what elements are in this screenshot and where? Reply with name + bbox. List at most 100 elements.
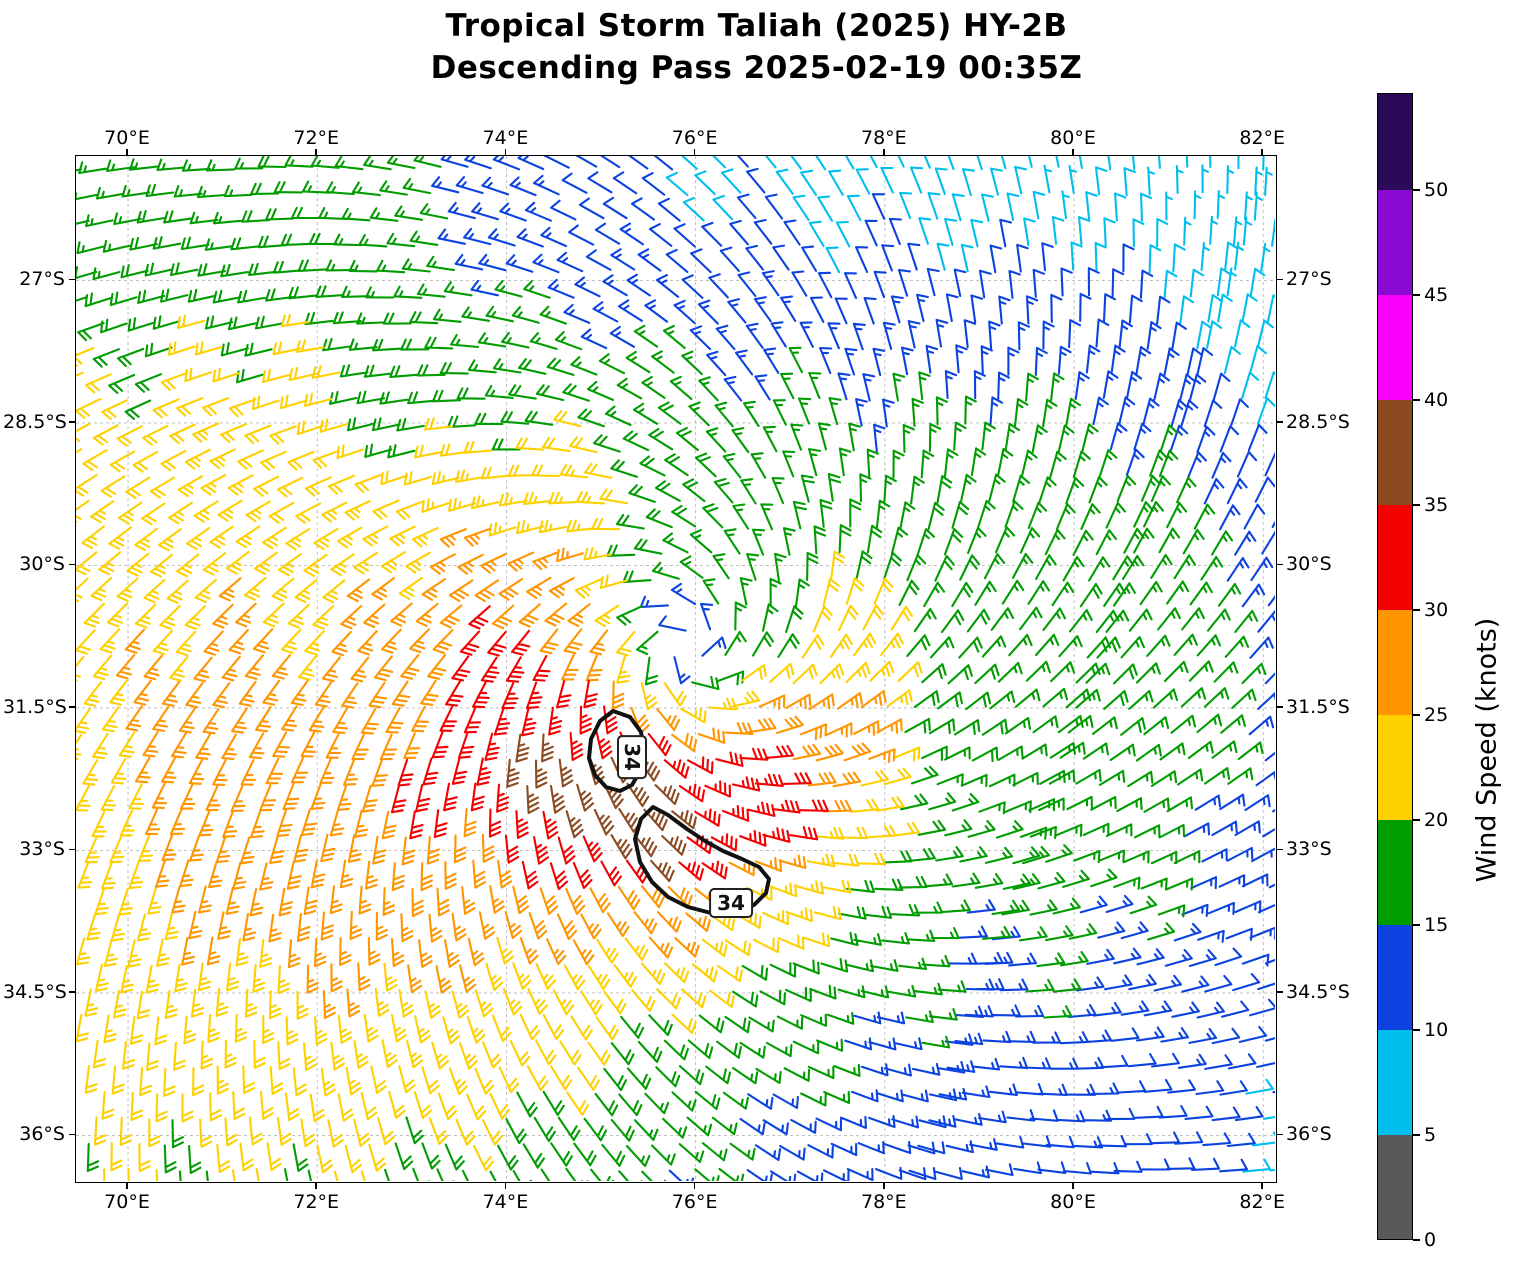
contour-label-34kt: 34 <box>617 735 647 779</box>
x-tick-mark <box>1072 1183 1074 1189</box>
y-tick-label: 28.5°S <box>1286 410 1350 433</box>
colorbar-tick-label: 40 <box>1424 389 1449 411</box>
colorbar-tick-label: 5 <box>1424 1124 1437 1146</box>
x-tick-label: 70°E <box>104 1191 150 1213</box>
x-tick-mark <box>315 1183 318 1189</box>
colorbar-tick-label: 35 <box>1424 494 1449 516</box>
colorbar-tick-label: 10 <box>1424 1019 1449 1041</box>
colorbar-segment-40-45kt <box>1377 295 1413 400</box>
x-tick-mark <box>1072 149 1074 155</box>
colorbar-tick-mark <box>1413 924 1420 926</box>
wind-barbs-bin-25-30kt <box>115 527 903 1019</box>
wind-barbs-bin-30-35kt <box>390 605 829 891</box>
colorbar-tick-mark <box>1413 819 1420 821</box>
y-tick-label: 30°S <box>1286 553 1332 576</box>
colorbar-segment-35-40kt <box>1377 400 1413 505</box>
y-tick-label: 31.5°S <box>1286 695 1350 718</box>
x-tick-label: 74°E <box>482 1191 529 1213</box>
y-tick-label: 33°S <box>1286 838 1332 861</box>
y-tick-mark <box>1277 991 1283 993</box>
x-tick-label: 78°E <box>860 1191 907 1213</box>
colorbar-tick-label: 30 <box>1424 599 1449 621</box>
x-tick-mark <box>1261 149 1264 155</box>
y-tick-label: 36°S <box>19 1123 65 1146</box>
y-tick-mark <box>69 1133 75 1136</box>
x-tick-label: 76°E <box>671 127 718 149</box>
x-tick-label: 82°E <box>1239 127 1286 149</box>
colorbar-segment-10-15kt <box>1377 925 1413 1030</box>
x-tick-mark <box>693 1183 696 1189</box>
colorbar-segment-15-20kt <box>1377 820 1413 925</box>
colorbar-tick-mark <box>1413 609 1420 611</box>
y-tick-label: 36°S <box>1286 1123 1332 1146</box>
y-tick-mark <box>1277 848 1283 851</box>
wind-barbs-bin-15-20kt <box>76 156 1267 1181</box>
x-tick-mark <box>504 1183 507 1189</box>
wind-barbs-bin-20-25kt <box>76 313 923 1181</box>
x-tick-mark <box>504 149 507 155</box>
y-tick-mark <box>1277 421 1283 423</box>
barb-layer <box>76 156 1275 1181</box>
wind-radius-34kt-contour <box>633 805 771 915</box>
colorbar-tick-label: 20 <box>1424 809 1449 831</box>
y-tick-mark <box>69 563 75 566</box>
colorbar-tick-mark <box>1413 1029 1420 1031</box>
y-tick-mark <box>69 848 75 851</box>
colorbar-tick-label: 45 <box>1424 284 1449 306</box>
x-tick-label: 80°E <box>1050 127 1096 149</box>
chart-title-line2: Descending Pass 2025-02-19 00:35Z <box>430 50 1083 86</box>
colorbar-tick-mark <box>1413 504 1420 506</box>
plot-area <box>75 155 1277 1183</box>
x-tick-label: 70°E <box>104 127 150 149</box>
x-tick-label: 74°E <box>482 127 529 149</box>
y-tick-label: 34.5°S <box>1286 980 1350 1003</box>
contour-label-34kt: 34 <box>709 888 753 918</box>
colorbar-tick-label: 50 <box>1424 179 1449 201</box>
wind-barbs-bin-5-10kt <box>665 156 1275 1173</box>
x-tick-mark <box>126 1183 128 1189</box>
colorbar-segment-5-10kt <box>1377 1030 1413 1135</box>
y-tick-mark <box>69 706 75 708</box>
colorbar-segment-30-35kt <box>1377 505 1413 610</box>
x-tick-mark <box>883 1183 885 1189</box>
colorbar-tick-mark <box>1413 1239 1420 1241</box>
x-tick-label: 76°E <box>671 1191 718 1213</box>
colorbar-tick-mark <box>1413 399 1420 401</box>
x-tick-mark <box>315 149 318 155</box>
y-tick-label: 31.5°S <box>3 695 67 718</box>
wind-radius-34kt-contour <box>587 709 646 793</box>
x-tick-label: 78°E <box>860 127 907 149</box>
x-tick-label: 72°E <box>293 1191 340 1213</box>
colorbar-axis-label: Wind Speed (knots) <box>1471 617 1503 883</box>
x-tick-label: 72°E <box>293 127 340 149</box>
colorbar-tick-mark <box>1413 1134 1420 1136</box>
x-tick-mark <box>1261 1183 1264 1189</box>
y-tick-label: 28.5°S <box>3 410 67 433</box>
y-tick-label: 30°S <box>19 553 65 576</box>
colorbar-tick-label: 15 <box>1424 914 1449 936</box>
y-tick-label: 27°S <box>1286 268 1332 291</box>
x-tick-mark <box>883 149 885 155</box>
colorbar-segment-0-5kt <box>1377 1135 1413 1240</box>
y-tick-mark <box>69 278 75 281</box>
colorbar-tick-mark <box>1413 714 1420 716</box>
y-tick-mark <box>1277 1133 1283 1136</box>
colorbar-segment-45-50kt <box>1377 190 1413 295</box>
colorbar-tick-label: 0 <box>1424 1229 1437 1251</box>
colorbar-tick-mark <box>1413 189 1420 191</box>
colorbar-segment-20-25kt <box>1377 715 1413 820</box>
colorbar-segment-50-54.7kt <box>1377 93 1413 190</box>
colorbar-tick-label: 25 <box>1424 704 1449 726</box>
y-tick-mark <box>1277 706 1283 708</box>
x-tick-mark <box>693 149 696 155</box>
y-tick-mark <box>69 991 75 993</box>
colorbar-segment-25-30kt <box>1377 610 1413 715</box>
chart-title-line1: Tropical Storm Taliah (2025) HY-2B <box>445 8 1068 44</box>
colorbar-frame <box>1377 93 1413 1240</box>
x-tick-label: 80°E <box>1050 1191 1096 1213</box>
y-tick-mark <box>1277 278 1283 281</box>
y-tick-label: 34.5°S <box>3 980 67 1003</box>
colorbar-tick-mark <box>1413 294 1420 296</box>
y-tick-mark <box>69 421 75 423</box>
